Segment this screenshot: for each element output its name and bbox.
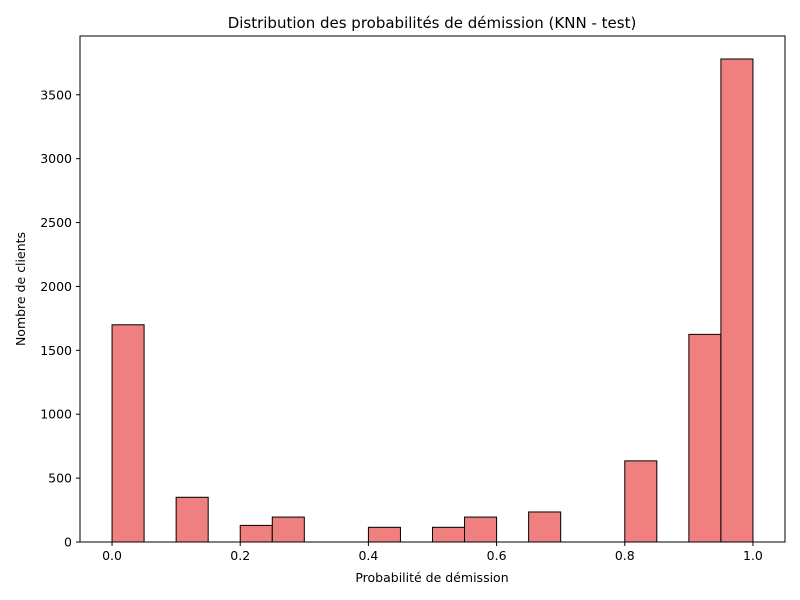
- x-axis-label: Probabilité de démission: [355, 570, 508, 585]
- x-tick-label: 0.4: [358, 548, 378, 563]
- histogram-bar: [528, 511, 562, 543]
- y-tick-label: 500: [48, 471, 72, 486]
- y-tick-label: 0: [64, 535, 72, 550]
- histogram-bar: [624, 460, 658, 543]
- y-tick-label: 1500: [40, 343, 72, 358]
- histogram-bar: [720, 58, 754, 543]
- y-axis-label: Nombre de clients: [13, 232, 28, 346]
- chart-title: Distribution des probabilités de démissi…: [228, 14, 637, 32]
- plot-area: 0.0 0.2 0.4 0.6 0.8 1.0 0 500 1000 1500 2000 2500 30…: [40, 35, 786, 563]
- histogram-bar: [111, 324, 145, 543]
- y-tick-label: 1000: [40, 407, 72, 422]
- histogram-bar: [432, 526, 466, 543]
- x-tick-label: 0.0: [102, 548, 122, 563]
- histogram-bar: [175, 496, 209, 543]
- y-tick-label: 2500: [40, 215, 72, 230]
- histogram-bar: [464, 516, 498, 543]
- histogram-bar: [688, 333, 722, 543]
- histogram-bar: [271, 516, 305, 543]
- x-tick-label: 0.2: [230, 548, 250, 563]
- y-tick-label: 3500: [40, 87, 72, 102]
- x-tick-label: 0.8: [615, 548, 635, 563]
- plot-frame: [79, 35, 786, 543]
- x-tick-label: 0.6: [487, 548, 507, 563]
- histogram-bar: [367, 526, 401, 543]
- x-tick-label: 1.0: [743, 548, 763, 563]
- y-tick-label: 2000: [40, 279, 72, 294]
- y-tick-label: 3000: [40, 151, 72, 166]
- histogram-bar: [239, 524, 273, 543]
